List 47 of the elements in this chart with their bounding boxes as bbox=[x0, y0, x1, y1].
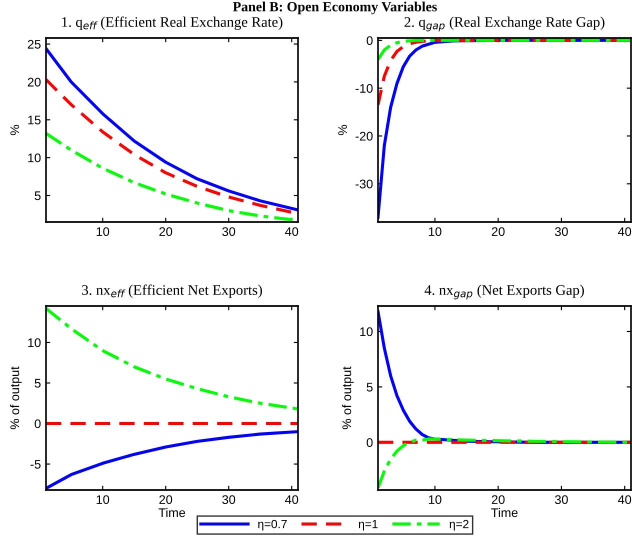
legend-label: η=2 bbox=[450, 520, 468, 531]
y-tick-label: 10 bbox=[28, 338, 41, 348]
y-tick-label: 0 bbox=[366, 36, 373, 46]
x-tick-label: 40 bbox=[285, 227, 298, 236]
x-tick-label: 30 bbox=[554, 495, 568, 504]
y-tick-label: 20 bbox=[28, 78, 41, 87]
y-axis-title: % bbox=[10, 124, 20, 136]
y-tick-label: 25 bbox=[28, 40, 41, 49]
x-tick-label: 10 bbox=[428, 227, 442, 236]
text: Panel B: Open Economy Variables bbox=[232, 2, 437, 14]
chart-title: 3. nx$_{eff}$ (Efficient Net Exports) bbox=[82, 284, 262, 298]
y-tick-label: -5 bbox=[30, 460, 41, 469]
y-axis-title: % of output bbox=[342, 366, 354, 430]
chart-title: 2. q$_{gap}$ (Real Exchange Rate Gap) bbox=[404, 16, 604, 32]
x-tick-label: 40 bbox=[618, 495, 632, 504]
y-tick-label: 5 bbox=[34, 378, 41, 388]
x-tick-label: 20 bbox=[159, 495, 172, 504]
x-tick-label: 40 bbox=[285, 495, 298, 504]
legend-label: η=1 bbox=[358, 520, 378, 531]
x-tick-label: 20 bbox=[492, 495, 505, 504]
x-tick-label: 30 bbox=[222, 227, 236, 236]
y-tick-label: -20 bbox=[356, 132, 373, 141]
chart-title: 4. nx$_{gap}$ (Net Exports Gap) bbox=[424, 284, 584, 300]
x-tick-label: 30 bbox=[554, 227, 568, 236]
x-tick-label: 40 bbox=[618, 227, 632, 236]
x-tick-label: 30 bbox=[222, 495, 236, 504]
x-tick-label: 20 bbox=[159, 227, 172, 236]
x-tick-label: 10 bbox=[96, 495, 110, 504]
legend-label: η=0.7 bbox=[258, 520, 287, 531]
y-tick-label: 0 bbox=[366, 438, 373, 447]
y-tick-label: 15 bbox=[28, 116, 41, 124]
y-tick-label: -10 bbox=[356, 84, 373, 93]
x-axis-title: Time bbox=[491, 508, 518, 518]
line-series bbox=[46, 47, 298, 212]
y-axis-title: % bbox=[338, 124, 347, 136]
y-tick-label: 10 bbox=[28, 153, 41, 162]
y-axis-title: % of output bbox=[10, 366, 22, 430]
x-axis-title: Time bbox=[158, 508, 186, 518]
y-tick-label: 5 bbox=[34, 191, 41, 200]
y-tick-label: 5 bbox=[366, 382, 373, 392]
x-tick-label: 10 bbox=[428, 495, 442, 504]
y-tick-label: 10 bbox=[360, 327, 373, 336]
chart-title: 1. q$_{eff}$ (Efficient Real Exchange Rate) bbox=[62, 16, 282, 30]
y-tick-label: -30 bbox=[356, 180, 373, 188]
y-tick-label: 0 bbox=[34, 419, 41, 428]
x-tick-label: 20 bbox=[492, 227, 505, 236]
x-tick-label: 10 bbox=[96, 227, 110, 236]
